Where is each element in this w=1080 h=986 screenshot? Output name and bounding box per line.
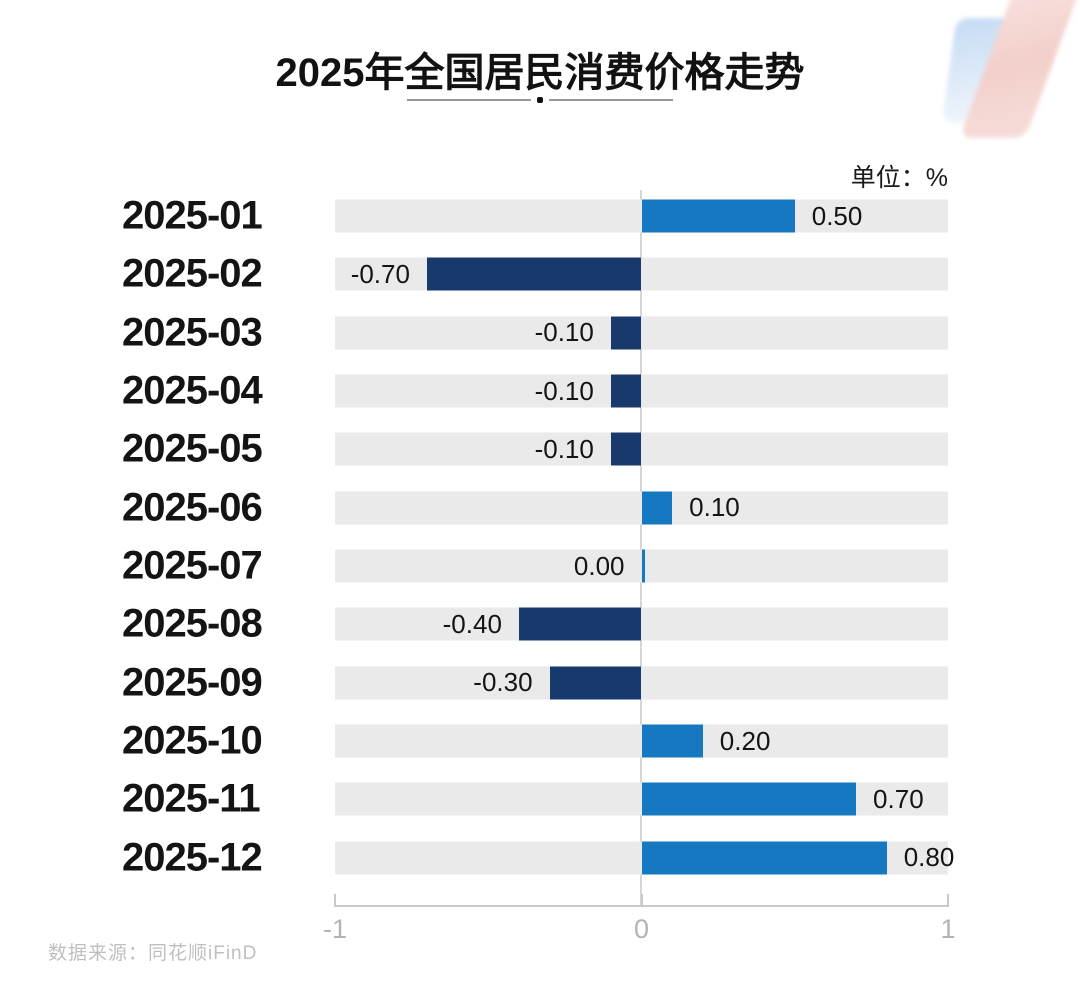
bar-track: 0.80 [335,841,954,875]
category-label: 2025-05 [122,426,263,471]
axis-tick [947,894,949,907]
chart-rows: 2025-01 0.50 2025-02 -0.70 2025-03 -0.10 2025-… [0,187,1080,887]
chart-title: 2025年全国居民消费价格走势 [275,51,805,95]
chart-row: 2025-06 0.10 [0,479,1080,537]
title-underline-decoration [407,96,673,104]
axis-tick [334,894,336,907]
value-label: 0.10 [689,492,740,523]
value-label: 0.20 [719,725,771,756]
chart-row: 2025-09 -0.30 [0,654,1080,712]
chart-row: 2025-01 0.50 [0,187,1080,245]
value-label: 0.80 [903,842,955,873]
value-label: -0.10 [534,375,594,406]
chart-row: 2025-07 0.00 [0,537,1080,595]
underline-segment-left [407,99,531,101]
negative-bar [518,607,642,641]
negative-bar [426,257,642,291]
data-source-note: 数据来源：同花顺iFinD [48,943,258,964]
negative-bar [549,666,642,700]
value-label: -0.40 [442,608,502,639]
negative-bar [610,316,642,350]
bar-track: -0.30 [335,666,948,700]
zero-baseline [640,190,642,905]
positive-bar [641,549,645,583]
value-label: -0.70 [350,258,410,289]
brand-watermark-logo [937,0,1080,138]
value-label: -0.10 [534,433,594,464]
category-label: 2025-07 [122,543,263,588]
bar-track: 0.70 [335,782,948,816]
value-label: 0.70 [873,783,924,814]
category-label: 2025-08 [122,601,263,646]
category-label: 2025-11 [122,776,261,821]
underline-segment-right [549,99,673,101]
chart-row: 2025-05 -0.10 [0,420,1080,478]
axis-tick [640,894,643,907]
value-label: -0.10 [534,317,594,348]
category-label: 2025-10 [122,718,263,763]
positive-bar [641,841,887,875]
chart-row: 2025-11 0.70 [0,770,1080,828]
positive-bar [641,782,857,816]
negative-bar [610,432,642,466]
underline-dot [537,97,543,103]
bar-track: 0.00 [335,549,948,583]
bar-track: 0.50 [335,199,948,233]
category-label: 2025-04 [122,368,263,413]
positive-bar [641,199,795,233]
axis-tick-label: 0 [633,914,650,944]
positive-bar [641,491,673,525]
value-label: 0.50 [811,200,863,231]
bar-track: -0.10 [335,432,948,466]
unit-label: 单位：% [850,164,948,192]
chart-row: 2025-12 0.80 [0,829,1080,887]
chart-row: 2025-08 -0.40 [0,595,1080,653]
category-label: 2025-06 [122,485,263,530]
bar-track: 0.20 [335,724,948,758]
negative-bar [610,374,642,408]
chart-row: 2025-04 -0.10 [0,362,1080,420]
chart-row: 2025-03 -0.10 [0,304,1080,362]
category-label: 2025-02 [122,251,263,296]
positive-bar [641,724,703,758]
axis-tick-label: -1 [322,914,348,944]
category-label: 2025-03 [122,310,263,355]
x-axis: -1 0 1 [323,894,956,944]
bar-track: -0.40 [335,607,948,641]
category-label: 2025-12 [122,835,263,880]
bar-track: -0.70 [335,257,948,291]
category-label: 2025-01 [122,193,263,238]
chart-row: 2025-10 0.20 [0,712,1080,770]
value-label: -0.30 [473,667,533,698]
axis-tick-label: 1 [940,914,956,944]
value-label: 0.00 [573,550,625,581]
bar-track: -0.10 [335,374,948,408]
chart-row: 2025-02 -0.70 [0,245,1080,303]
bar-track: -0.10 [335,316,948,350]
category-label: 2025-09 [122,660,263,705]
bar-track: 0.10 [335,491,948,525]
